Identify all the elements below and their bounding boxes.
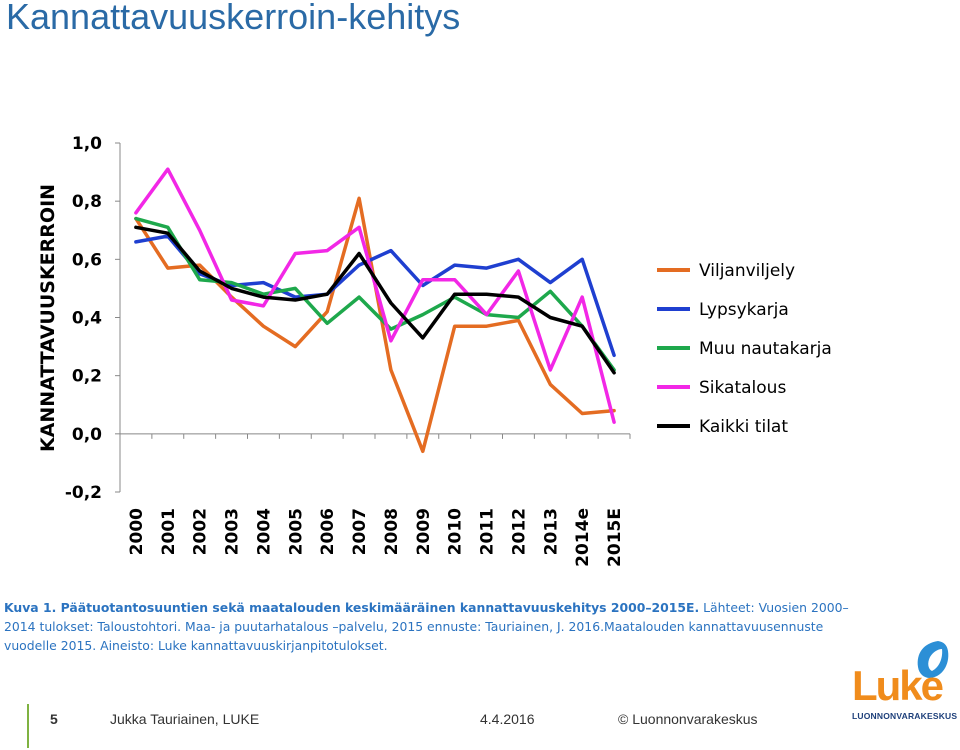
x-tick-label: 2007 [350, 508, 370, 555]
page-number: 5 [50, 711, 58, 727]
y-tick-label: 1,0 [72, 134, 102, 154]
legend-label: Kaikki tilat [699, 417, 788, 437]
series-line [134, 225, 616, 375]
footer-date: 4.4.2016 [480, 711, 535, 727]
y-tick-label: 0,4 [72, 309, 102, 329]
legend-label: Lypsykarja [699, 300, 789, 320]
x-tick-label: 2004 [254, 508, 274, 555]
x-tick-label: 2011 [478, 508, 498, 555]
x-tick-label: 2005 [286, 508, 306, 555]
x-tick-label: 2009 [414, 508, 434, 555]
series-line [134, 167, 616, 424]
chart-legend: Viljanviljely Lypsykarja Muu nautakarja Sik… [657, 261, 832, 437]
x-tick-label: 2001 [159, 508, 179, 555]
caption-title: Kuva 1. Päätuotantosuuntien sekä maatalo… [4, 600, 700, 615]
figure-caption: Kuva 1. Päätuotantosuuntien sekä maatalo… [4, 598, 876, 655]
logo-leaf-icon [917, 641, 949, 678]
y-axis-label: KANNATTAVUUSKERROIN [37, 184, 59, 452]
y-tick-label: 0,2 [72, 367, 102, 387]
caption-sources: Lähteet: Vuosien 2000–2014 tulokset: Tal… [4, 600, 849, 653]
logo-subtitle: LUONNONVARAKESKUS [852, 711, 958, 721]
legend-label: Muu nautakarja [699, 339, 832, 359]
footer-copyright: © Luonnonvarakeskus [618, 711, 758, 727]
series-line [134, 196, 616, 454]
x-tick-label: 2000 [127, 508, 147, 555]
x-tick-label: 2012 [509, 508, 529, 555]
legend-label: Sikatalous [699, 378, 786, 398]
line-chart: -0,2 0,0 0,2 0,4 0,6 0,8 1,0 2000 2001 2002 2003 20… [37, 134, 832, 567]
legend-label: Viljanviljely [699, 261, 795, 281]
y-tick-label: 0,8 [72, 192, 102, 212]
x-tick-label: 2008 [382, 508, 402, 555]
chart-axes [115, 142, 631, 493]
slide-title: Kannattavuuskerroin-kehitys [6, 0, 461, 37]
x-tick-label: 2010 [446, 508, 466, 555]
x-tick-label: 2006 [318, 508, 338, 555]
footer-divider [27, 704, 29, 748]
x-tick-label: 2015E [605, 508, 625, 567]
footer-author: Jukka Tauriainen, LUKE [110, 711, 260, 727]
y-tick-label: -0,2 [65, 483, 102, 503]
chart-series [134, 167, 616, 454]
x-tick-label: 2002 [191, 508, 211, 555]
x-tick-label: 2003 [223, 508, 243, 555]
x-tick-label: 2014e [573, 508, 593, 567]
x-tick-label: 2013 [541, 508, 561, 555]
luke-logo-icon [917, 641, 949, 678]
y-tick-label: 0,0 [72, 425, 102, 445]
logo-word: Luke [852, 662, 944, 709]
y-tick-label: 0,6 [72, 250, 102, 270]
chart-ticks: -0,2 0,0 0,2 0,4 0,6 0,8 1,0 2000 2001 2002 2003 20… [65, 134, 625, 567]
